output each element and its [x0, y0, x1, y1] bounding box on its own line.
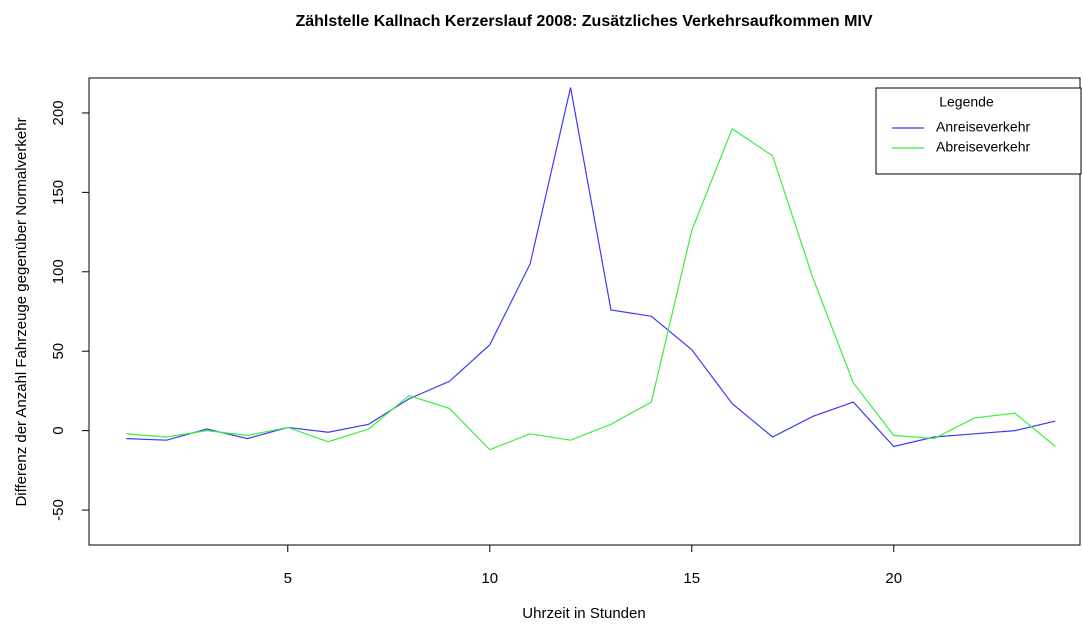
chart-title: Zählstelle Kallnach Kerzerslauf 2008: Zu… [295, 13, 872, 30]
y-tick-label: 200 [50, 100, 67, 125]
x-tick-label: 20 [885, 570, 902, 587]
x-axis-label: Uhrzeit in Stunden [522, 605, 645, 622]
x-tick-label: 10 [481, 570, 498, 587]
y-tick-label: -50 [50, 499, 67, 521]
legend-title: Legende [939, 94, 994, 110]
y-tick-label: 0 [50, 426, 67, 434]
x-tick-label: 15 [683, 570, 700, 587]
x-tick-label: 5 [284, 570, 292, 587]
y-axis-label: Differenz der Anzahl Fahrzeuge gegenüber… [13, 117, 30, 506]
y-tick-label: 50 [50, 343, 67, 360]
y-tick-label: 150 [50, 180, 67, 205]
legend-label: Anreiseverkehr [936, 119, 1030, 135]
y-tick-label: 100 [50, 259, 67, 284]
legend-label: Abreiseverkehr [936, 139, 1030, 155]
plot-frame [88, 77, 1081, 546]
legend-box [875, 87, 1082, 175]
series-line [126, 127, 1056, 451]
legend: Legende Anreiseverkehr Abreiseverkehr [875, 87, 1082, 175]
